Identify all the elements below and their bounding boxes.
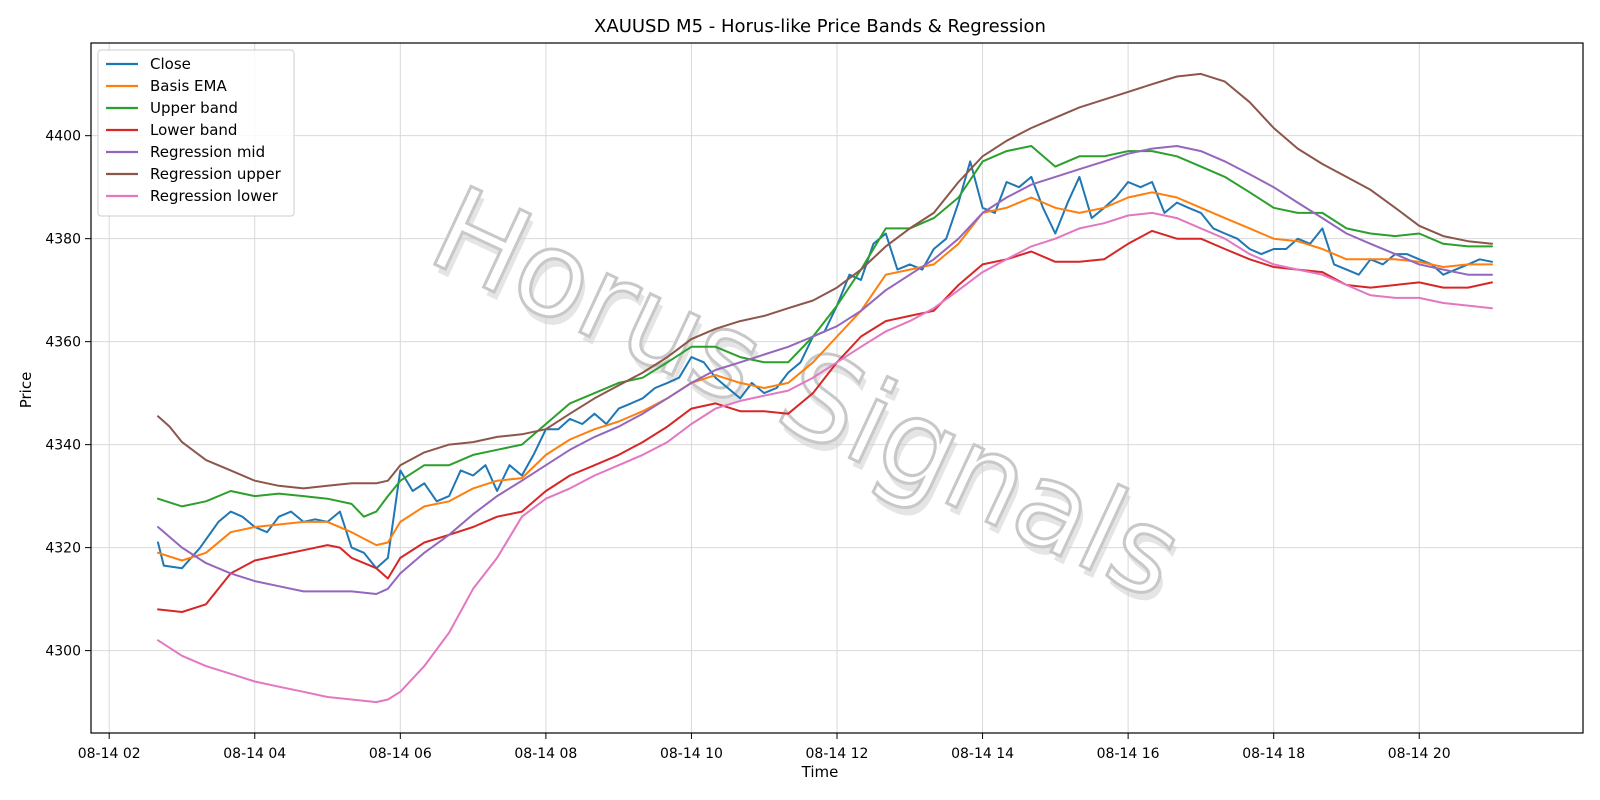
legend-label: Basis EMA [150,77,227,95]
y-axis-title: Price [17,372,35,409]
legend-label: Regression upper [150,165,282,183]
series-lines [157,72,1493,704]
series-line-basis-ema [157,191,1493,562]
x-tick-label: 08-14 08 [514,746,577,762]
chart-title: XAUUSD M5 - Horus-like Price Bands & Reg… [594,16,1046,37]
x-tick-label: 08-14 06 [369,746,432,762]
y-tick-label: 4340 [45,438,81,454]
series-line-regression-mid [157,145,1493,595]
y-tick-label: 4320 [45,541,81,557]
x-tick-label: 08-14 16 [1097,746,1160,762]
series-line-regression-lower [157,211,1493,704]
x-tick-label: 08-14 02 [78,746,141,762]
x-tick-label: 08-14 20 [1388,746,1451,762]
y-tick-label: 4380 [45,232,81,248]
y-tick-label: 4400 [45,129,81,145]
grid [91,43,1583,733]
x-tick-label: 08-14 10 [660,746,723,762]
legend-label: Regression lower [150,187,279,205]
x-tick-label: 08-14 04 [223,746,286,762]
legend-label: Regression mid [150,143,265,161]
legend-box [97,49,295,217]
series-line-close [157,160,1493,570]
y-tick-label: 4300 [45,644,81,660]
legend-label: Close [150,55,191,73]
series-line-regression-upper [157,72,1493,490]
y-axis-ticks: 4300 4320 4340 4360 4380 4400 [45,129,91,660]
x-tick-label: 08-14 18 [1242,746,1305,762]
x-tick-label: 08-14 12 [806,746,869,762]
series-line-upper-band [157,145,1493,518]
x-tick-label: 08-14 14 [951,746,1014,762]
x-axis-ticks: 08-14 02 08-14 04 08-14 06 08-14 08 08-14 10… [78,733,1451,762]
legend-label: Upper band [150,99,238,117]
legend: Close Basis EMA Upper band Lower band Regres… [97,49,295,217]
y-tick-label: 4360 [45,335,81,351]
series-line-lower-band [157,229,1493,613]
legend-label: Lower band [150,121,237,139]
x-axis-title: Time [801,763,839,781]
